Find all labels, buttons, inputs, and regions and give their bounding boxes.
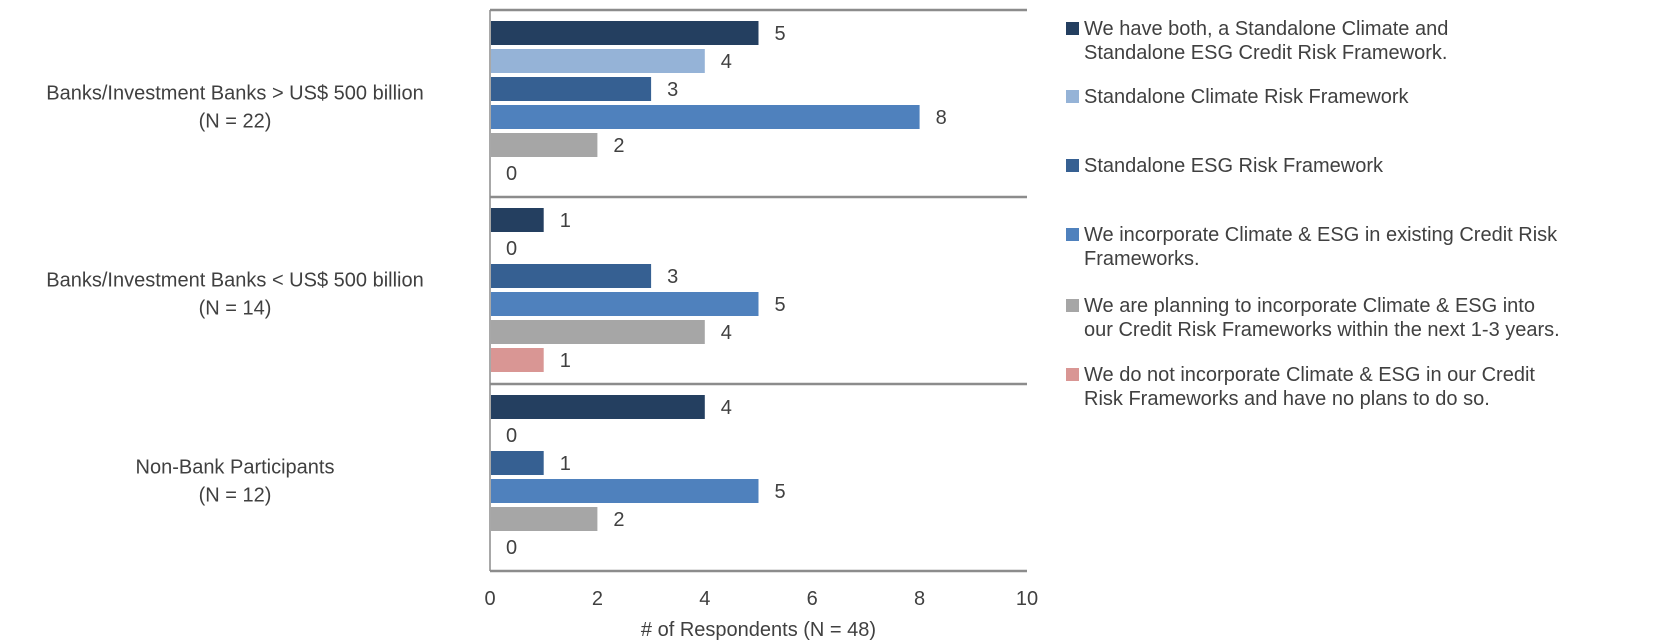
legend-swatch xyxy=(1066,299,1079,312)
bar xyxy=(491,451,544,475)
bar xyxy=(491,395,705,419)
category-sublabel: (N = 22) xyxy=(199,111,272,133)
x-axis-title: # of Respondents (N = 48) xyxy=(641,619,876,641)
category-sublabel: (N = 12) xyxy=(199,485,272,507)
legend-swatch xyxy=(1066,368,1079,381)
legend-item: We do not incorporate Climate & ESG in o… xyxy=(1066,364,1535,410)
bars-group xyxy=(491,21,920,531)
legend-item: We have both, a Standalone Climate andSt… xyxy=(1066,18,1448,64)
x-tick-label: 4 xyxy=(699,588,710,610)
legend-label: We incorporate Climate & ESG in existing… xyxy=(1084,224,1558,246)
bar xyxy=(491,507,598,531)
legend-swatch xyxy=(1066,90,1079,103)
bar xyxy=(491,77,652,101)
bar-value-label: 0 xyxy=(506,537,517,559)
x-tick-label: 2 xyxy=(592,588,603,610)
bar xyxy=(491,348,544,372)
category-labels-group: Banks/Investment Banks > US$ 500 billion… xyxy=(46,83,423,507)
bar-value-label: 0 xyxy=(506,425,517,447)
bar xyxy=(491,21,759,45)
x-tick-label: 10 xyxy=(1016,588,1038,610)
legend-label: our Credit Risk Frameworks within the ne… xyxy=(1084,319,1560,341)
value-labels-group: 5 4 3 8 2 0 1 0 3 5 4 1 4 0 1 5 2 0 xyxy=(506,23,947,559)
legend-item: Standalone ESG Risk Framework xyxy=(1066,155,1384,177)
bar xyxy=(491,133,598,157)
legend-label: Standalone ESG Risk Framework xyxy=(1084,155,1384,177)
bar-value-label: 5 xyxy=(775,481,786,503)
bar xyxy=(491,264,652,288)
legend-label: Standalone Climate Risk Framework xyxy=(1084,86,1410,108)
bar-value-label: 1 xyxy=(560,453,571,475)
x-tick-label: 0 xyxy=(484,588,495,610)
legend: We have both, a Standalone Climate andSt… xyxy=(1066,18,1560,410)
bar-value-label: 5 xyxy=(775,23,786,45)
legend-label: Frameworks. xyxy=(1084,248,1200,270)
bar-value-label: 8 xyxy=(936,107,947,129)
bar xyxy=(491,320,705,344)
category-label: Non-Bank Participants xyxy=(136,457,335,479)
bar-value-label: 1 xyxy=(560,350,571,372)
bar xyxy=(491,49,705,73)
bar xyxy=(491,208,544,232)
bar-value-label: 0 xyxy=(506,238,517,260)
bar-value-label: 1 xyxy=(560,210,571,232)
x-tick-label: 6 xyxy=(807,588,818,610)
plot-separators xyxy=(489,8,1027,573)
bar-value-label: 3 xyxy=(667,266,678,288)
legend-item: Standalone Climate Risk Framework xyxy=(1066,86,1410,108)
bar xyxy=(491,292,759,316)
bar-value-label: 4 xyxy=(721,397,732,419)
bar-value-label: 5 xyxy=(775,294,786,316)
bar-value-label: 2 xyxy=(613,135,624,157)
x-axis-ticks-group: 0 2 4 6 8 10 xyxy=(484,588,1038,610)
legend-label: We have both, a Standalone Climate and xyxy=(1084,18,1448,40)
bar-value-label: 3 xyxy=(667,79,678,101)
bar xyxy=(491,105,920,129)
legend-label: Risk Frameworks and have no plans to do … xyxy=(1084,388,1490,410)
legend-swatch xyxy=(1066,228,1079,241)
legend-swatch xyxy=(1066,159,1079,172)
bar-value-label: 0 xyxy=(506,163,517,185)
bar xyxy=(491,479,759,503)
legend-label: We do not incorporate Climate & ESG in o… xyxy=(1084,364,1535,386)
legend-item: We incorporate Climate & ESG in existing… xyxy=(1066,224,1558,270)
category-sublabel: (N = 14) xyxy=(199,298,272,320)
legend-label: Standalone ESG Credit Risk Framework. xyxy=(1084,42,1447,64)
bar-value-label: 4 xyxy=(721,322,732,344)
legend-swatch xyxy=(1066,22,1079,35)
x-tick-label: 8 xyxy=(914,588,925,610)
legend-item: We are planning to incorporate Climate &… xyxy=(1066,295,1560,341)
category-label: Banks/Investment Banks < US$ 500 billion xyxy=(46,270,423,292)
bar-value-label: 2 xyxy=(613,509,624,531)
bar-value-label: 4 xyxy=(721,51,732,73)
legend-label: We are planning to incorporate Climate &… xyxy=(1084,295,1535,317)
category-label: Banks/Investment Banks > US$ 500 billion xyxy=(46,83,423,105)
